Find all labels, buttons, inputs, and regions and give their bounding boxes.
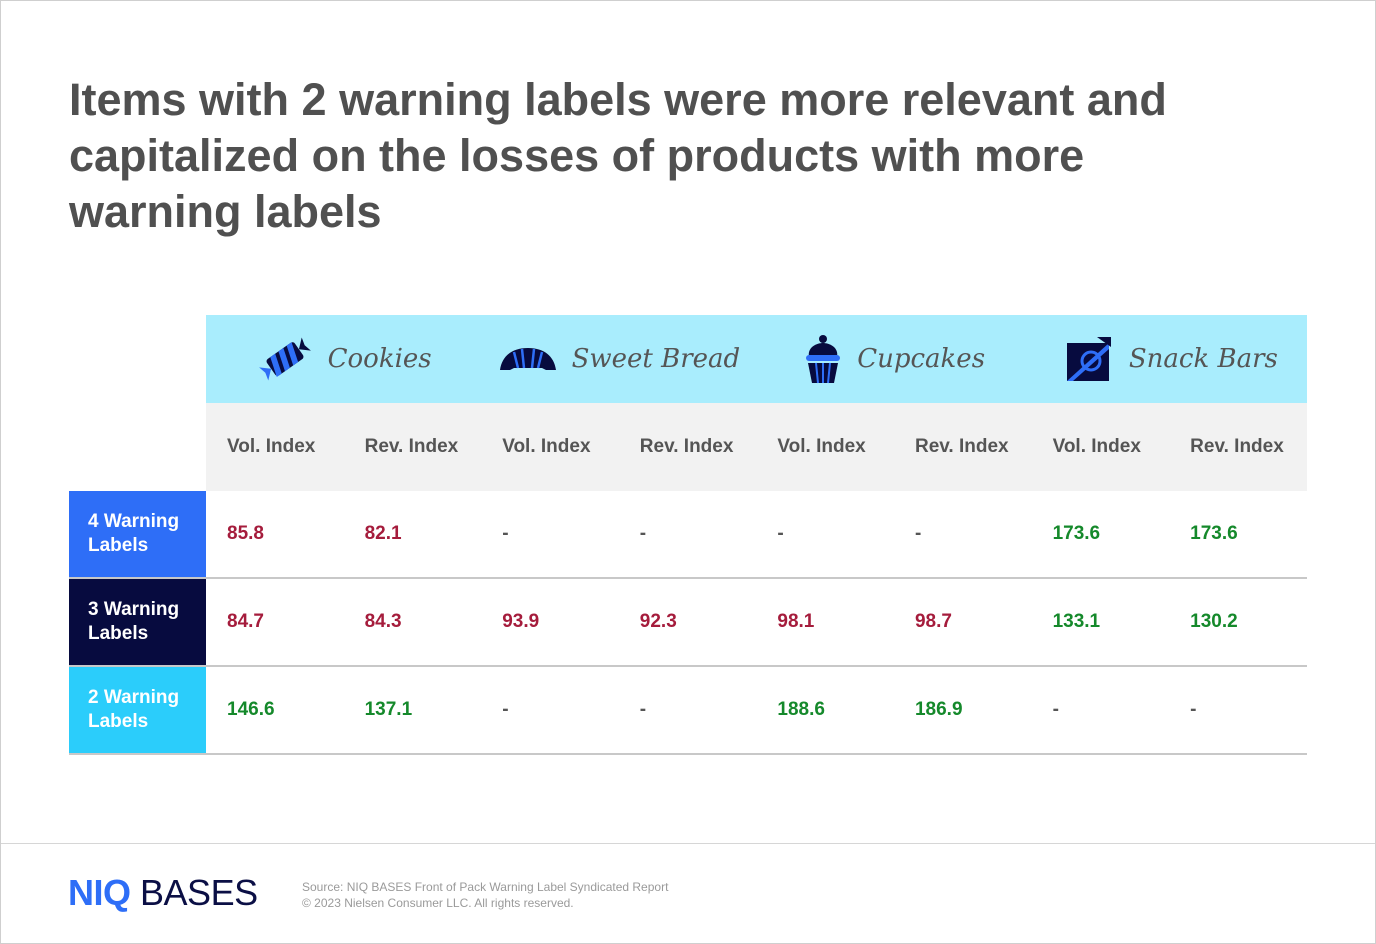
cupcake-icon (803, 333, 843, 385)
table-cell: 188.6 (777, 699, 825, 720)
category-cookies: Cookies (206, 315, 481, 403)
table-cell: - (1190, 699, 1197, 720)
table-row: 2 Warning Labels 146.6 137.1 - - 188.6 186.9 - - (69, 667, 1307, 755)
table-cell: - (639, 523, 647, 544)
source-note: Source: NIQ BASES Front of Pack Warning … (302, 879, 668, 911)
table-cell: 92.3 (639, 611, 677, 632)
source-text: Source: NIQ BASES Front of Pack Warning … (302, 880, 669, 894)
table-cell: - (1052, 699, 1059, 720)
category-label: Cookies (327, 344, 432, 374)
table-cell: 93.9 (502, 611, 540, 632)
column-header: Vol. Index Rev. Index Vol. Index Rev. Index… (206, 403, 1307, 491)
table-cell: 84.7 (227, 611, 264, 632)
table-cell: 85.8 (227, 523, 264, 544)
column-header-cell: Vol. Index (227, 436, 316, 457)
column-header-cell: Vol. Index (502, 436, 591, 457)
column-header-cell: Rev. Index (914, 436, 1009, 457)
table-row: 3 Warning Labels 84.7 84.3 93.9 92.3 98.1 98.7… (69, 579, 1307, 667)
row-label: 4 Warning Labels (69, 491, 206, 577)
niq-bases-logo: NIQ BASES (68, 872, 258, 913)
snack-bar-icon (1061, 335, 1115, 383)
column-header-cell: Rev. Index (1190, 436, 1284, 457)
table-cell: 98.1 (777, 611, 815, 632)
table-cell: - (502, 523, 509, 544)
category-label: Snack Bars (1128, 344, 1278, 374)
table-cell: 98.7 (914, 611, 952, 632)
column-header-cell: Vol. Index (1052, 436, 1141, 457)
page-title: Items with 2 warning labels were more re… (69, 74, 1167, 237)
table-row: 4 Warning Labels 85.8 82.1 - - - - 173.6 173.6 (69, 491, 1307, 579)
category-label: Sweet Bread (571, 344, 741, 374)
table-cell: 84.3 (364, 611, 402, 632)
category-header: Cookies Sweet Bread Cupcakes Snack Bars (206, 315, 1307, 403)
table-cell: 146.6 (227, 699, 275, 720)
column-header-cell: Rev. Index (639, 436, 734, 457)
copyright-text: © 2023 Nielsen Consumer LLC. All rights … (302, 896, 574, 910)
column-header-cell: Rev. Index (364, 436, 459, 457)
column-header-cell: Vol. Index (777, 436, 866, 457)
table-cell: 173.6 (1190, 523, 1238, 544)
table-cell: - (777, 523, 784, 544)
table-cell: - (914, 523, 922, 544)
candy-icon (256, 337, 314, 381)
category-sweet-bread: Sweet Bread (481, 315, 756, 403)
category-cupcakes: Cupcakes (757, 315, 1032, 403)
table-cell: 137.1 (364, 699, 413, 720)
croissant-icon (498, 344, 558, 374)
table-cell: - (639, 699, 647, 720)
category-label: Cupcakes (857, 344, 986, 374)
table-cell: 82.1 (364, 523, 402, 544)
table-cell: 186.9 (914, 699, 963, 720)
table-cell: - (502, 699, 509, 720)
footer-divider (1, 843, 1375, 844)
row-label: 2 Warning Labels (69, 667, 206, 753)
table-cell: 130.2 (1190, 611, 1238, 632)
category-snack-bars: Snack Bars (1032, 315, 1307, 403)
table-cell: 173.6 (1052, 523, 1101, 544)
row-label: 3 Warning Labels (69, 579, 206, 665)
table-cell: 133.1 (1052, 611, 1101, 632)
